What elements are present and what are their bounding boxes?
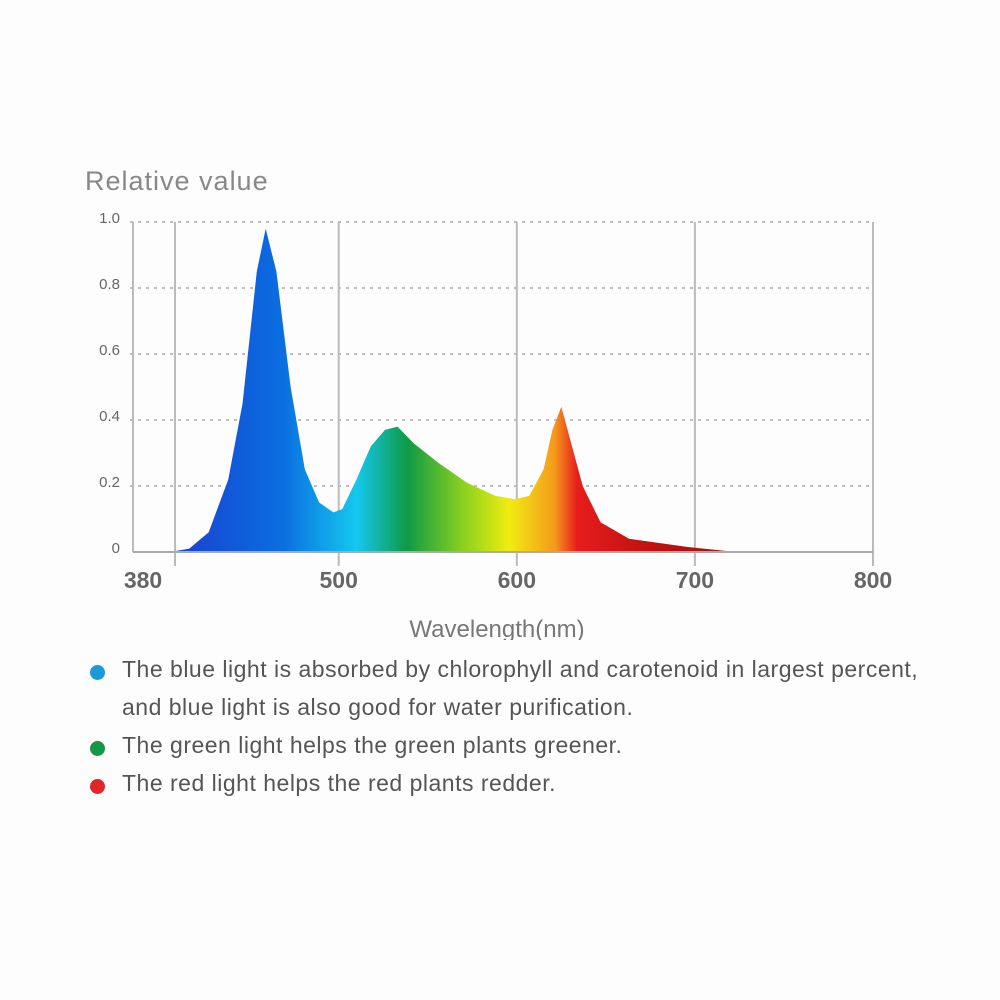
x-tick-label: 380 (124, 567, 162, 593)
chart: Relative value Wavelength(nm) 0 0.2 0.4 0.6… (85, 166, 892, 640)
note: The blue light is absorbed by chlorophyl… (88, 650, 948, 726)
x-axis-title: Wavelength(nm) (409, 616, 584, 640)
x-tick-label: 500 (320, 567, 358, 593)
y-tick-label: 0.2 (99, 474, 120, 491)
chart-title: Relative value (85, 166, 269, 196)
bullet (90, 741, 105, 756)
bullet (90, 779, 105, 794)
note-text: The green light helps the green plants g… (122, 732, 623, 758)
note-text: The blue light is absorbed by chlorophyl… (122, 656, 919, 720)
y-tick-label: 0.6 (99, 342, 120, 359)
x-tick-label: 800 (854, 567, 892, 593)
y-tick-label: 0.8 (99, 276, 120, 293)
note: The red light helps the red plants redde… (88, 764, 948, 802)
notes: The blue light is absorbed by chlorophyl… (88, 650, 948, 802)
note-text: The red light helps the red plants redde… (122, 770, 556, 796)
x-tick-label: 700 (676, 567, 714, 593)
spectrum-area (169, 228, 736, 552)
bullet (90, 665, 105, 680)
y-tick-label: 0 (112, 540, 120, 557)
x-tick-label: 600 (498, 567, 536, 593)
y-tick-label: 0.4 (99, 408, 120, 425)
note: The green light helps the green plants g… (88, 726, 948, 764)
y-tick-label: 1.0 (99, 210, 120, 227)
